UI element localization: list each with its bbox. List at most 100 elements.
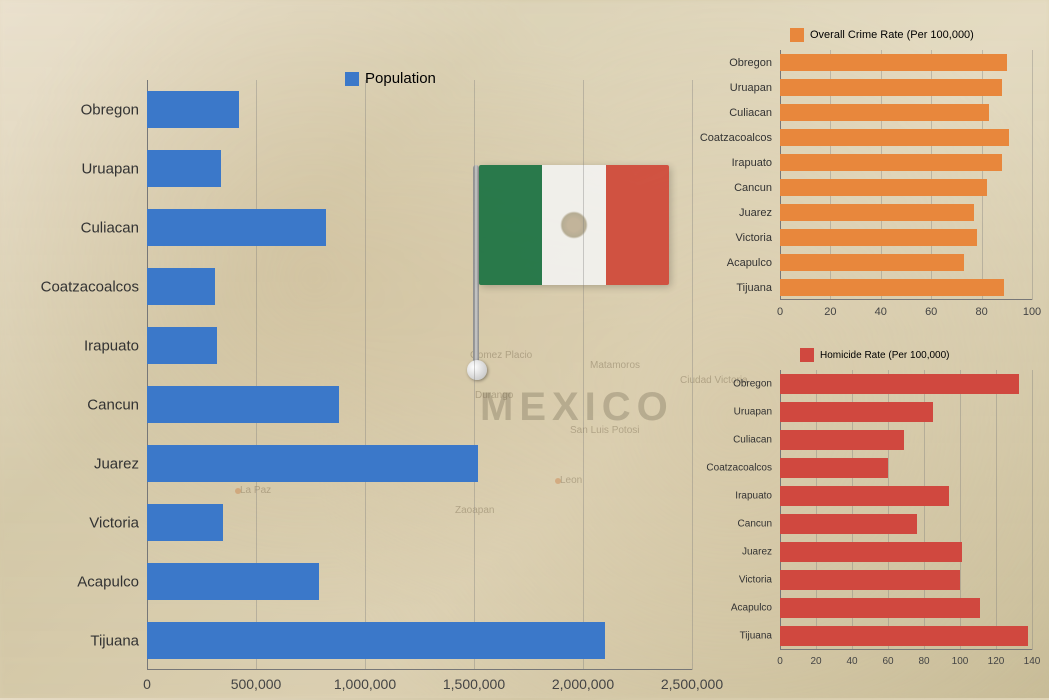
x-tick-label: 2,000,000 [552, 670, 614, 692]
legend-swatch [790, 28, 804, 42]
y-tick-label: Acapulco [727, 257, 780, 269]
x-tick-label: 500,000 [231, 670, 282, 692]
x-tick-label: 80 [918, 650, 929, 667]
y-tick-label: Victoria [89, 514, 147, 531]
x-tick-label: 0 [777, 650, 783, 667]
y-tick-label: Juarez [742, 547, 780, 558]
y-tick-label: Acapulco [731, 603, 780, 614]
y-tick-label: Irapuato [735, 491, 780, 502]
gridline [1032, 50, 1033, 300]
y-tick-label: Uruapan [81, 160, 147, 177]
bar [147, 445, 478, 482]
y-tick-label: Culiacan [729, 107, 780, 119]
x-tick-label: 0 [143, 670, 151, 692]
gridline [583, 80, 584, 670]
gridline [474, 80, 475, 670]
bar [147, 209, 326, 246]
bar [780, 79, 1002, 96]
bar [147, 386, 339, 423]
y-tick-label: Coatzacoalcos [41, 278, 147, 295]
bar [780, 54, 1007, 71]
crime-rate-chart: Overall Crime Rate (Per 100,000)02040608… [700, 20, 1049, 330]
x-axis [147, 669, 692, 670]
y-tick-label: Obregon [81, 101, 147, 118]
y-tick-label: Cancun [87, 396, 147, 413]
bar [780, 374, 1019, 393]
x-tick-label: 1,000,000 [334, 670, 396, 692]
bar [780, 626, 1028, 645]
x-tick-label: 140 [1024, 650, 1041, 667]
population-chart: Population0500,0001,000,0001,500,0002,00… [20, 40, 722, 700]
y-tick-label: Uruapan [734, 407, 780, 418]
y-tick-label: Culiacan [733, 435, 780, 446]
x-tick-label: 40 [846, 650, 857, 667]
bar [147, 622, 605, 659]
bar [147, 150, 221, 187]
legend-swatch [800, 348, 814, 362]
gridline [692, 80, 693, 670]
x-tick-label: 100 [1023, 300, 1041, 318]
bar [780, 570, 960, 589]
bar [780, 179, 987, 196]
x-tick-label: 60 [925, 300, 937, 318]
bar [780, 542, 962, 561]
x-tick-label: 120 [988, 650, 1005, 667]
y-tick-label: Obregon [729, 57, 780, 69]
y-tick-label: Juarez [739, 207, 780, 219]
plot-area: 020406080100120140ObregonUruapanCuliacan… [780, 370, 1032, 650]
x-tick-label: 60 [882, 650, 893, 667]
bar [780, 129, 1009, 146]
y-tick-label: Acapulco [77, 573, 147, 590]
y-tick-label: Uruapan [730, 82, 780, 94]
bar [147, 268, 215, 305]
x-tick-label: 20 [810, 650, 821, 667]
plot-area: 020406080100ObregonUruapanCuliacanCoatza… [780, 50, 1032, 300]
bar [780, 279, 1004, 296]
bar [147, 91, 239, 128]
bar [780, 514, 917, 533]
y-tick-label: Tijuana [740, 631, 780, 642]
x-tick-label: 80 [975, 300, 987, 318]
bar [147, 327, 217, 364]
y-tick-label: Irapuato [84, 337, 147, 354]
bar [780, 229, 977, 246]
y-tick-label: Coatzacoalcos [700, 132, 780, 144]
x-axis [780, 299, 1032, 300]
gridline [996, 370, 997, 650]
y-tick-label: Victoria [736, 232, 780, 244]
chart-legend: Overall Crime Rate (Per 100,000) [790, 28, 974, 42]
bar [147, 563, 319, 600]
legend-label: Homicide Rate (Per 100,000) [820, 350, 950, 361]
x-tick-label: 100 [952, 650, 969, 667]
bar [780, 430, 904, 449]
x-tick-label: 0 [777, 300, 783, 318]
bar [147, 504, 223, 541]
bar [780, 204, 974, 221]
y-tick-label: Victoria [739, 575, 780, 586]
bar [780, 458, 888, 477]
x-tick-label: 40 [875, 300, 887, 318]
bar [780, 486, 949, 505]
y-tick-label: Tijuana [736, 282, 780, 294]
gridline [365, 80, 366, 670]
legend-label: Overall Crime Rate (Per 100,000) [810, 29, 974, 41]
gridline [1032, 370, 1033, 650]
x-axis [780, 649, 1032, 650]
x-tick-label: 20 [824, 300, 836, 318]
y-tick-label: Culiacan [81, 219, 147, 236]
plot-area: 0500,0001,000,0001,500,0002,000,0002,500… [147, 80, 692, 670]
homicide-rate-chart: Homicide Rate (Per 100,000)0204060801001… [700, 340, 1049, 680]
x-tick-label: 1,500,000 [443, 670, 505, 692]
y-tick-label: Tijuana [90, 632, 147, 649]
chart-legend: Homicide Rate (Per 100,000) [800, 348, 950, 362]
y-tick-label: Obregon [733, 379, 780, 390]
bar [780, 104, 989, 121]
y-tick-label: Cancun [734, 182, 780, 194]
bar [780, 154, 1002, 171]
y-tick-label: Cancun [738, 519, 780, 530]
y-tick-label: Irapuato [732, 157, 780, 169]
bar [780, 598, 980, 617]
bar [780, 254, 964, 271]
bar [780, 402, 933, 421]
y-tick-label: Juarez [94, 455, 147, 472]
